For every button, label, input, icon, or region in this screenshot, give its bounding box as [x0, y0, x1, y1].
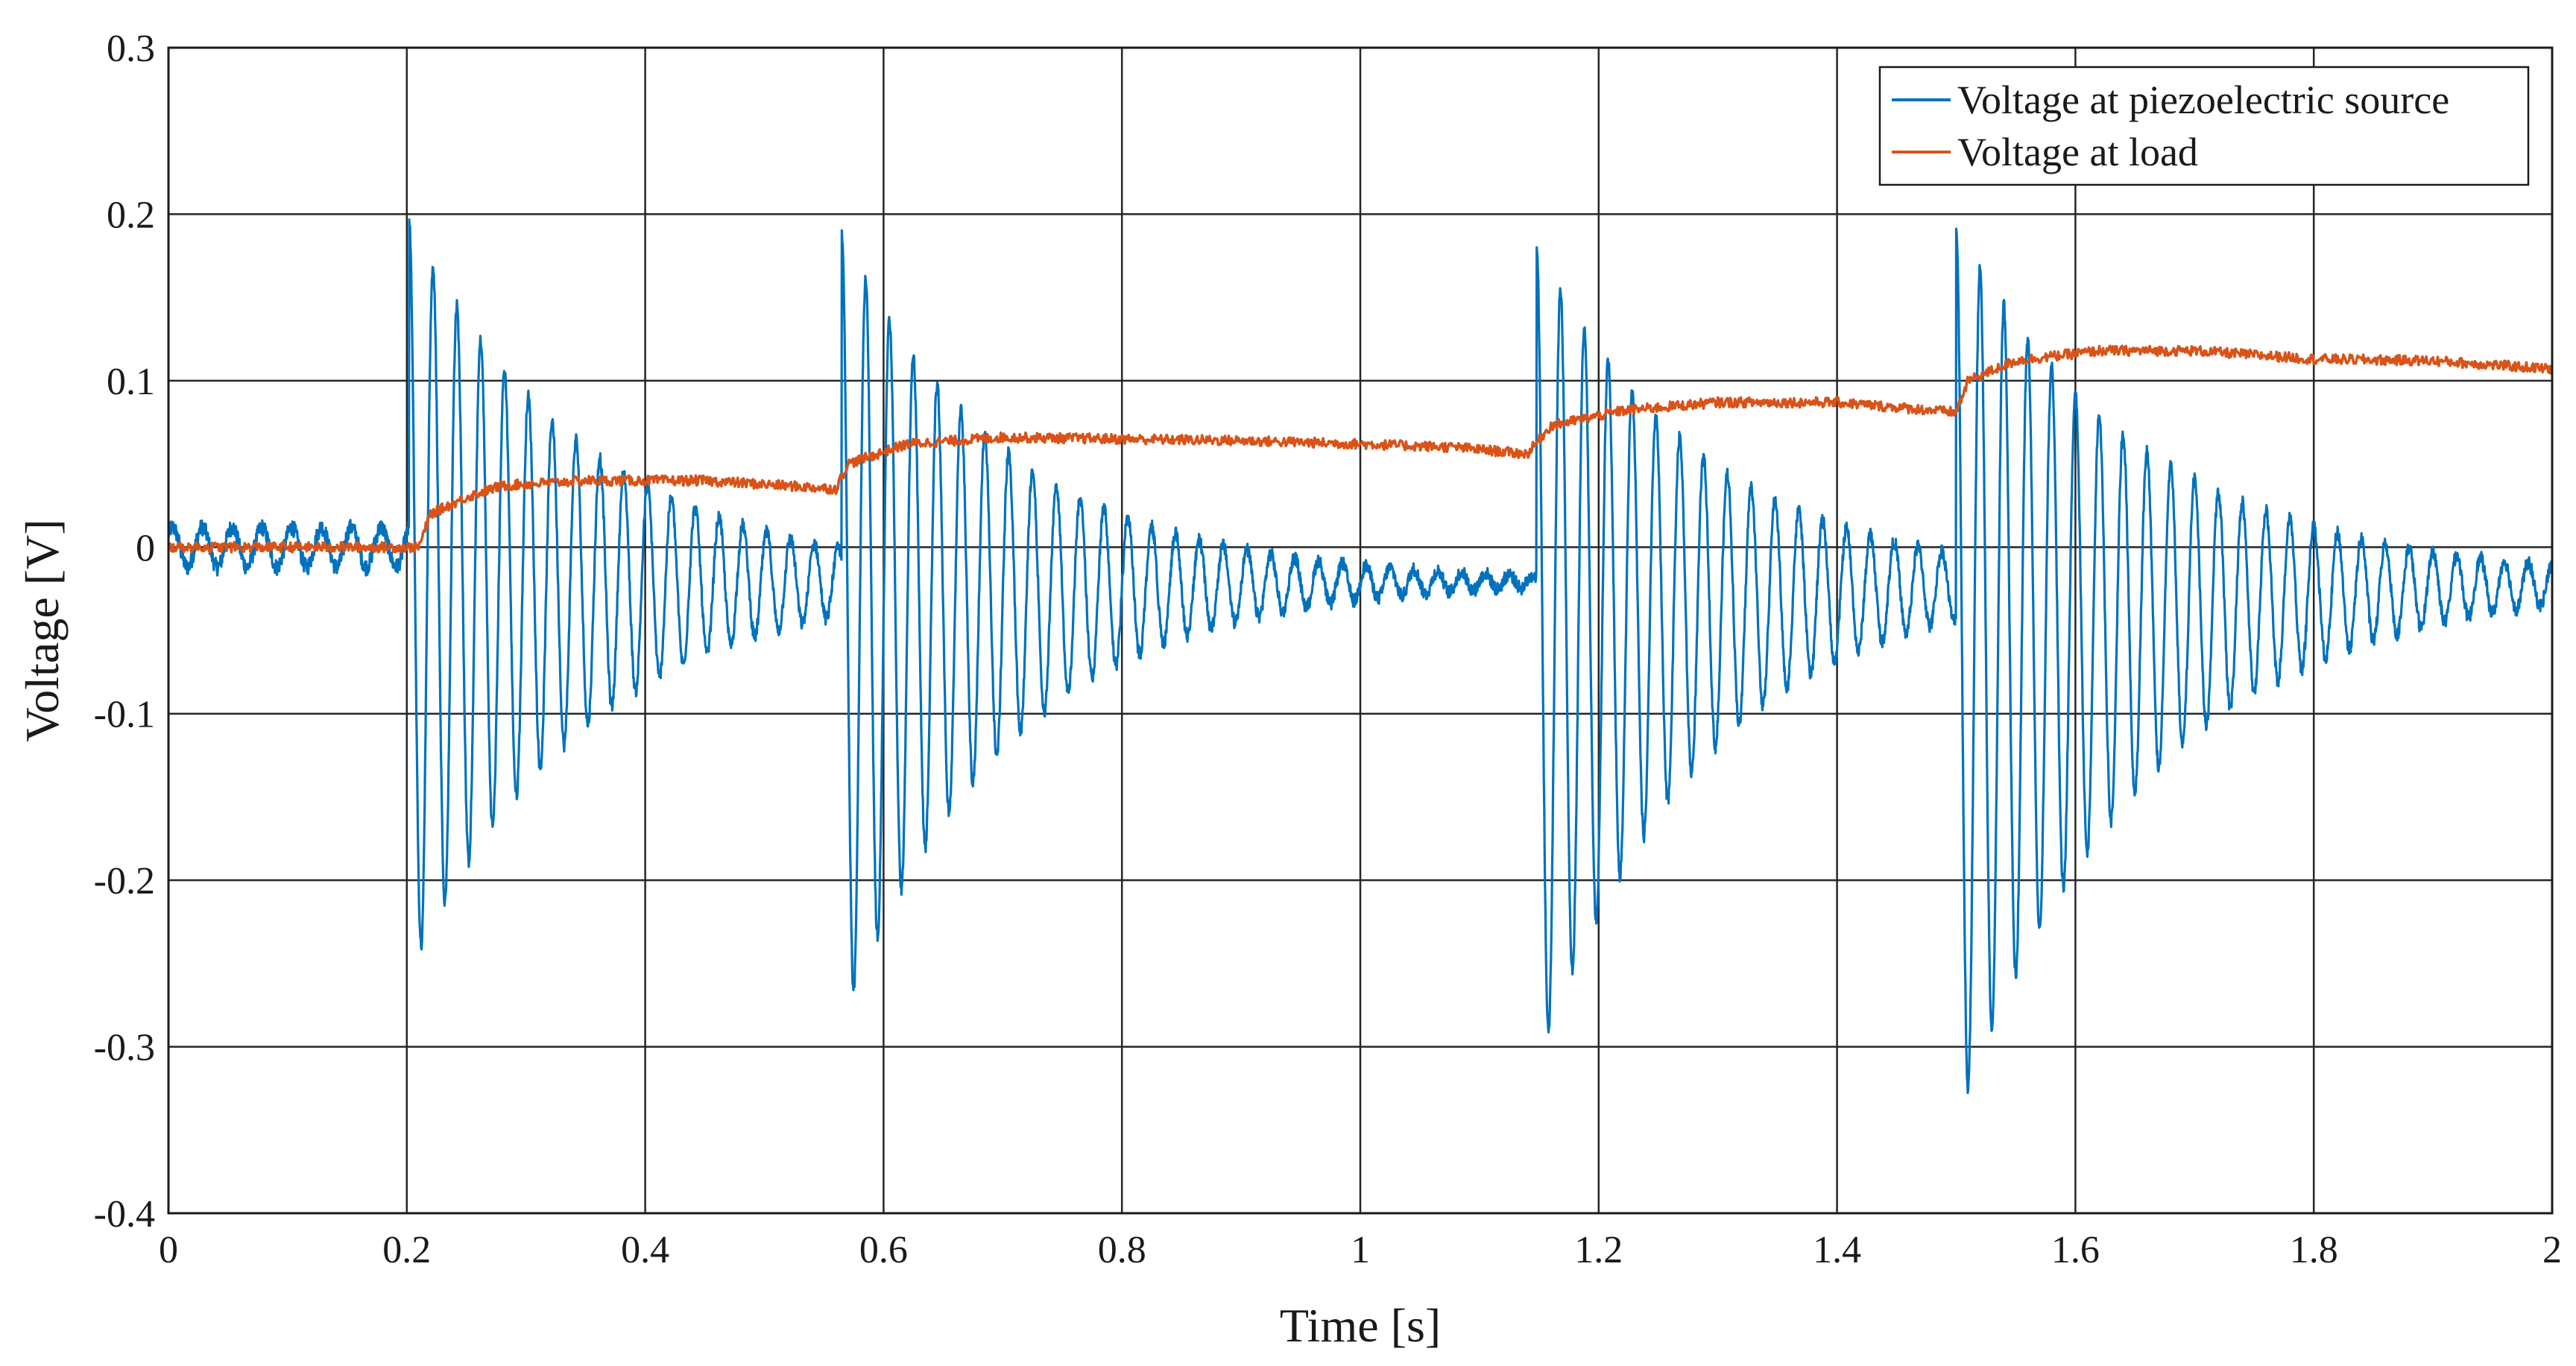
- y-tick-label: 0.2: [107, 194, 155, 236]
- y-axis: 0.3 0.2 0.1 0 -0.1 -0.2 -0.3 -0.4: [94, 28, 155, 1236]
- y-tick-label: 0: [136, 527, 155, 569]
- x-tick-label: 0.2: [382, 1229, 431, 1271]
- legend-entry-load: Voltage at load: [1957, 130, 2198, 174]
- y-tick-label: -0.3: [94, 1027, 155, 1069]
- x-tick-label: 0.8: [1098, 1229, 1146, 1271]
- y-axis-label: Voltage [V]: [16, 519, 69, 742]
- x-tick-label: 0.6: [859, 1229, 908, 1271]
- series-line-piezo: [168, 218, 2552, 1095]
- y-tick-label: 0.1: [107, 361, 155, 403]
- x-tick-label: 1.8: [2290, 1229, 2338, 1271]
- y-tick-label: -0.4: [94, 1193, 155, 1236]
- y-tick-label: -0.1: [94, 694, 155, 736]
- legend-entry-piezo: Voltage at piezoelectric source: [1957, 78, 2449, 122]
- plot-frame: [167, 46, 2554, 1215]
- y-tick-label: 0.3: [107, 28, 155, 70]
- x-tick-label: 1.4: [1813, 1229, 1861, 1271]
- x-axis: 0 0.2 0.4 0.6 0.8 1 1.2 1.4 1.6 1.8 2: [159, 1229, 2562, 1271]
- x-tick-label: 0.4: [621, 1229, 669, 1271]
- series-line-load: [168, 344, 2552, 554]
- x-tick-label: 0: [159, 1229, 178, 1271]
- x-tick-label: 1: [1351, 1229, 1370, 1271]
- y-tick-label: -0.2: [94, 860, 155, 902]
- plot-area: [168, 218, 2552, 1095]
- x-tick-label: 2: [2542, 1229, 2562, 1271]
- legend-box: [1878, 66, 2530, 186]
- x-tick-label: 1.6: [2051, 1229, 2100, 1271]
- x-axis-label: Time [s]: [1280, 1299, 1441, 1352]
- x-tick-label: 1.2: [1574, 1229, 1623, 1271]
- legend: Voltage at piezoelectric source Voltage …: [1878, 66, 2530, 186]
